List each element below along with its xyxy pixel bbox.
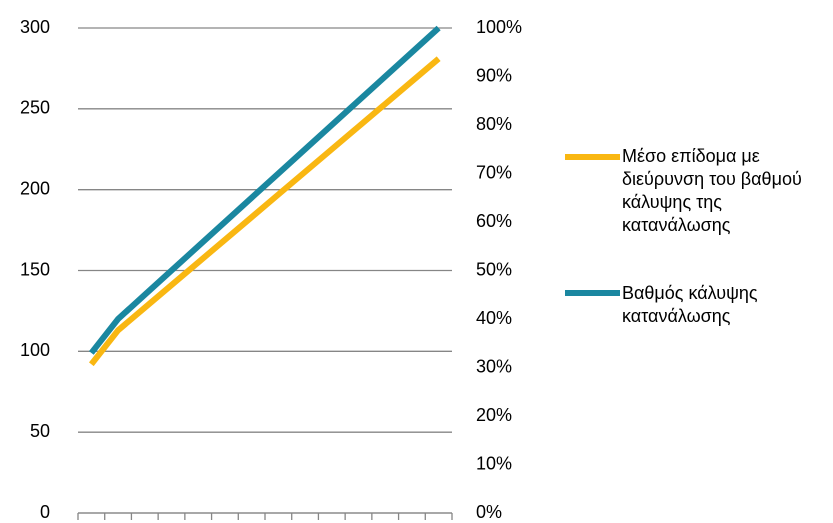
y-tick-label: 150 (20, 259, 50, 279)
y2-tick-label: 50% (476, 259, 512, 279)
y-tick-label: 100 (20, 340, 50, 360)
y2-tick-label: 20% (476, 405, 512, 425)
legend-label: Βαθμός κάλυψης κατανάλωσης (622, 283, 758, 326)
y2-tick-label: 80% (476, 114, 512, 134)
series-line (88, 25, 441, 355)
y-tick-label: 300 (20, 17, 50, 37)
legend-label: Μέσο επίδομα με διεύρυνση του βαθμού κάλ… (622, 146, 802, 235)
y-tick-label: 250 (20, 98, 50, 118)
y2-tick-label: 30% (476, 356, 512, 376)
y2-tick-label: 100% (476, 17, 522, 37)
y-tick-label: 0 (40, 502, 50, 522)
y2-tick-label: 70% (476, 162, 512, 182)
y2-tick-label: 90% (476, 65, 512, 85)
y2-tick-label: 40% (476, 308, 512, 328)
y2-tick-label: 10% (476, 453, 512, 473)
series-line (88, 56, 441, 367)
y-tick-label: 50 (30, 421, 50, 441)
y-tick-label: 200 (20, 178, 50, 198)
y2-tick-label: 60% (476, 211, 512, 231)
y2-tick-label: 0% (476, 502, 502, 522)
